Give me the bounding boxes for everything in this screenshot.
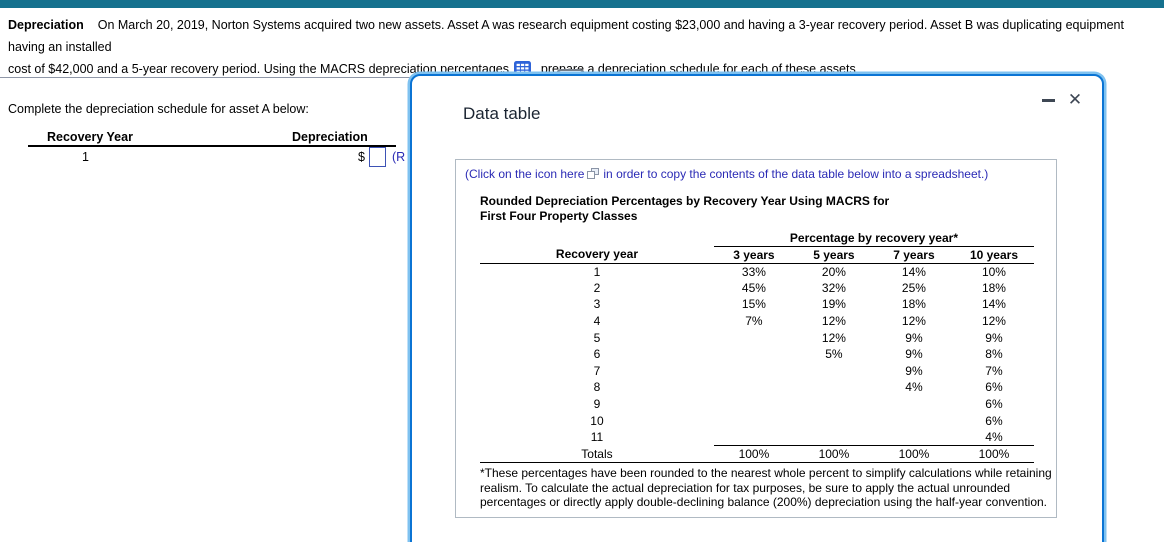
- macrs-row-10: 10 6%: [590, 413, 1003, 428]
- macrs-row-5: 5 12% 9% 9%: [593, 330, 1003, 345]
- macrs-row-9: 9 6%: [593, 397, 1003, 412]
- macrs-span-header-row: Percentage by recovery year*: [480, 231, 1034, 247]
- macrs-table-title: Rounded Depreciation Percentages by Reco…: [480, 194, 1047, 224]
- modal-title: Data table: [463, 104, 541, 123]
- macrs-row-2: 2 45% 32% 25% 18%: [593, 280, 1006, 295]
- macrs-row-3: 3 15% 19% 18% 14%: [593, 297, 1006, 312]
- answer-instruction: Complete the depreciation schedule for a…: [8, 102, 309, 116]
- header-3-years: 3 years: [713, 246, 794, 264]
- macrs-footnote: *These percentages have been rounded to …: [480, 466, 1052, 510]
- schedule-header-depreciation: Depreciation: [292, 130, 368, 144]
- macrs-table-icon[interactable]: [513, 61, 531, 83]
- section-divider: [0, 77, 412, 78]
- minimize-icon[interactable]: [1042, 99, 1055, 102]
- answer-area: Complete the depreciation schedule for a…: [0, 100, 420, 220]
- header-10-years: 10 years: [953, 246, 1034, 264]
- macrs-row-1: 1 33% 20% 14% 10%: [593, 264, 1006, 279]
- close-icon[interactable]: ✕: [1067, 90, 1083, 109]
- problem-text-2: cost of $42,000 and a 5-year recovery pe…: [8, 62, 509, 76]
- macrs-table-title-line1: Rounded Depreciation Percentages by Reco…: [480, 194, 890, 208]
- copy-to-spreadsheet-icon[interactable]: [587, 168, 600, 180]
- rounding-hint-clipped: (R: [392, 150, 406, 164]
- data-table-modal: Data table ✕ (Click on the icon here in o…: [410, 74, 1104, 542]
- macrs-row-4: 4 7% 12% 12% 12%: [593, 314, 1006, 329]
- problem-text-3: , prepare a depreciation schedule for ea…: [533, 62, 860, 76]
- problem-line-1: Depreciation On March 20, 2019, Norton Sy…: [8, 14, 1158, 58]
- macrs-row-7: 7 9% 7%: [593, 363, 1003, 378]
- schedule-header-rule: [28, 145, 396, 147]
- depreciation-answer-input[interactable]: [369, 147, 386, 167]
- problem-line-2: cost of $42,000 and a 5-year recovery pe…: [8, 58, 1158, 83]
- data-table-panel: (Click on the icon here in order to copy …: [455, 159, 1057, 518]
- macrs-row-8: 8 4% 6%: [593, 380, 1003, 395]
- copy-note-before: (Click on the icon here: [465, 167, 585, 181]
- header-recovery-year: Recovery year: [480, 246, 714, 264]
- problem-title: Depreciation: [8, 18, 84, 32]
- copy-note-after: in order to copy the contents of the dat…: [603, 167, 989, 181]
- macrs-table: Percentage by recovery year* Recovery ye…: [480, 231, 1034, 464]
- problem-text-1: On March 20, 2019, Norton Systems acquir…: [8, 18, 1124, 54]
- header-7-years: 7 years: [873, 246, 954, 264]
- macrs-totals-row: Totals 100% 100% 100% 100%: [480, 445, 1034, 464]
- macrs-header-row: Recovery year 3 years 5 years 7 years 10…: [480, 246, 1034, 264]
- header-5-years: 5 years: [793, 246, 874, 264]
- macrs-row-11: 11 4%: [590, 429, 1003, 445]
- schedule-row-year-1: 1: [82, 150, 89, 164]
- copy-note: (Click on the icon here in order to copy …: [465, 167, 1047, 181]
- macrs-row-6: 6 5% 9% 8%: [593, 347, 1003, 362]
- dollar-sign: $: [358, 150, 365, 164]
- span-header-label: Percentage by recovery year*: [713, 231, 1034, 247]
- problem-statement: Depreciation On March 20, 2019, Norton Sy…: [8, 14, 1158, 83]
- macrs-table-title-line2: First Four Property Classes: [480, 209, 638, 223]
- top-accent-bar: [0, 0, 1164, 8]
- schedule-header-recovery-year: Recovery Year: [47, 130, 133, 144]
